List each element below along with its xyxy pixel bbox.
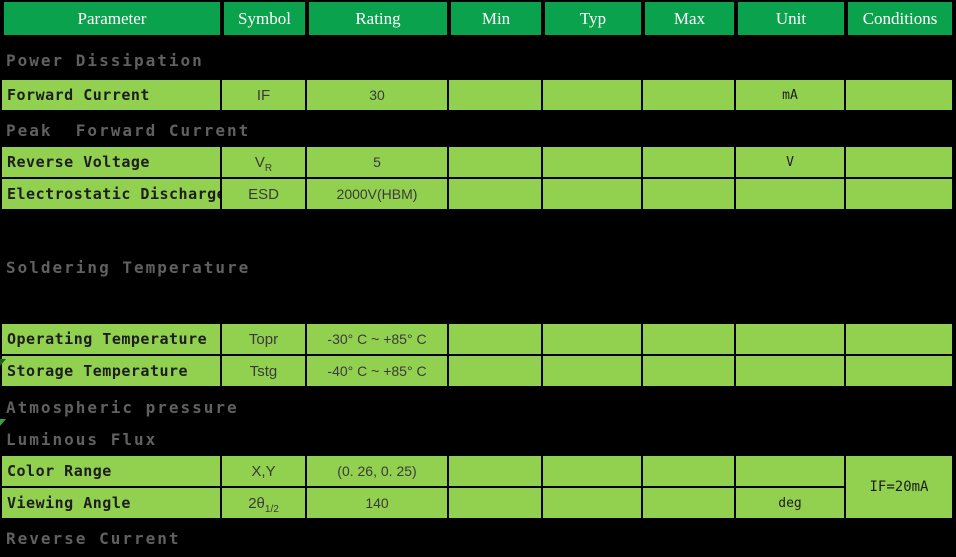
symbol-cell: X,Y [220, 454, 307, 488]
rows-reverse-voltage-esd: Reverse Voltage VR 5 V Electrostatic Dis… [0, 145, 954, 211]
column-header-parameter: Parameter [0, 0, 224, 39]
param-cell: Reverse Voltage [0, 145, 222, 179]
column-header-symbol: Symbol [220, 0, 309, 39]
column-header-unit: Unit [734, 0, 848, 39]
param-cell: Storage Temperature [0, 354, 222, 388]
unit-cell [734, 354, 846, 388]
section-label-power-dissipation: Power Dissipation [6, 51, 204, 70]
section-label-soldering-temperature: Soldering Temperature [6, 258, 251, 277]
min-cell [447, 354, 543, 388]
rating-cell: -40° C ~ +85° C [305, 354, 449, 388]
column-header-conditions: Conditions [844, 0, 956, 39]
conditions-cell [844, 177, 954, 211]
column-header-typ: Typ [541, 0, 645, 39]
rating-cell: 5 [305, 145, 449, 179]
min-cell [447, 177, 543, 211]
unit-cell: deg [734, 486, 846, 520]
section-label-peak-forward-current: Peak Forward Current [6, 121, 251, 140]
typ-cell [541, 354, 643, 388]
rating-cell: -30° C ~ +85° C [305, 322, 449, 356]
typ-cell [541, 145, 643, 179]
param-cell: Operating Temperature [0, 322, 222, 356]
rating-cell: 2000V(HBM) [305, 177, 449, 211]
max-cell [641, 177, 736, 211]
conditions-merged-cell: IF=20mA [844, 454, 954, 520]
max-cell [641, 322, 736, 356]
column-header-rating: Rating [305, 0, 451, 39]
section-label-reverse-current: Reverse Current [6, 529, 181, 548]
symbol-cell: VR [220, 145, 307, 179]
row-reverse-voltage: Reverse Voltage VR 5 V [0, 145, 954, 179]
row-electrostatic-discharge: Electrostatic Discharge ESD 2000V(HBM) [0, 177, 954, 211]
rating-cell: 140 [305, 486, 449, 520]
symbol-cell: Topr [220, 322, 307, 356]
max-cell [641, 354, 736, 388]
rating-cell: 30 [305, 78, 449, 112]
param-cell: Color Range [0, 454, 222, 488]
typ-cell [541, 322, 643, 356]
unit-cell [734, 454, 846, 488]
symbol-cell: Tstg [220, 354, 307, 388]
unit-cell [734, 177, 846, 211]
param-cell: Forward Current [0, 78, 222, 112]
green-triangle-marker-icon [0, 359, 6, 366]
row-operating-temperature: Operating Temperature Topr -30° C ~ +85°… [0, 322, 954, 356]
symbol-cell: 2θ1/2 [220, 486, 307, 520]
typ-cell [541, 177, 643, 211]
typ-cell [541, 78, 643, 112]
row-storage-temperature: Storage Temperature Tstg -40° C ~ +85° C [0, 354, 954, 388]
column-header-max: Max [641, 0, 738, 39]
max-cell [641, 486, 736, 520]
rows-operating-storage-temperature: Operating Temperature Topr -30° C ~ +85°… [0, 322, 954, 388]
min-cell [447, 454, 543, 488]
symbol-cell: ESD [220, 177, 307, 211]
row-color-range: Color Range X,Y (0. 26, 0. 25) IF=20mA [0, 454, 954, 520]
row-viewing-angle: Viewing Angle 2θ1/2 140 deg [0, 486, 953, 520]
section-label-luminous-flux: Luminous Flux [6, 430, 158, 449]
max-cell [641, 145, 736, 179]
min-cell [447, 486, 543, 520]
min-cell [447, 78, 543, 112]
section-label-atmospheric-pressure: Atmospheric pressure [6, 398, 239, 417]
rows-color-range-viewing-angle: Color Range X,Y (0. 26, 0. 25) IF=20mA V… [0, 454, 954, 520]
unit-cell [734, 322, 846, 356]
unit-cell: V [734, 145, 846, 179]
conditions-cell [844, 354, 954, 388]
conditions-cell [844, 145, 954, 179]
param-cell: Viewing Angle [0, 486, 222, 520]
typ-cell [541, 454, 643, 488]
column-header-min: Min [447, 0, 545, 39]
max-cell [641, 78, 736, 112]
row-forward-current: Forward Current IF 30 mA [0, 78, 954, 112]
max-cell [641, 454, 736, 488]
rating-cell: (0. 26, 0. 25) [305, 454, 449, 488]
unit-cell: mA [734, 78, 846, 112]
symbol-cell: IF [220, 78, 307, 112]
param-cell: Electrostatic Discharge [0, 177, 222, 211]
green-triangle-marker-icon [0, 419, 6, 426]
conditions-cell [844, 322, 954, 356]
min-cell [447, 145, 543, 179]
table-header-row: Parameter Symbol Rating Min Typ Max Unit… [0, 0, 956, 39]
typ-cell [541, 486, 643, 520]
min-cell [447, 322, 543, 356]
conditions-cell [844, 78, 954, 112]
